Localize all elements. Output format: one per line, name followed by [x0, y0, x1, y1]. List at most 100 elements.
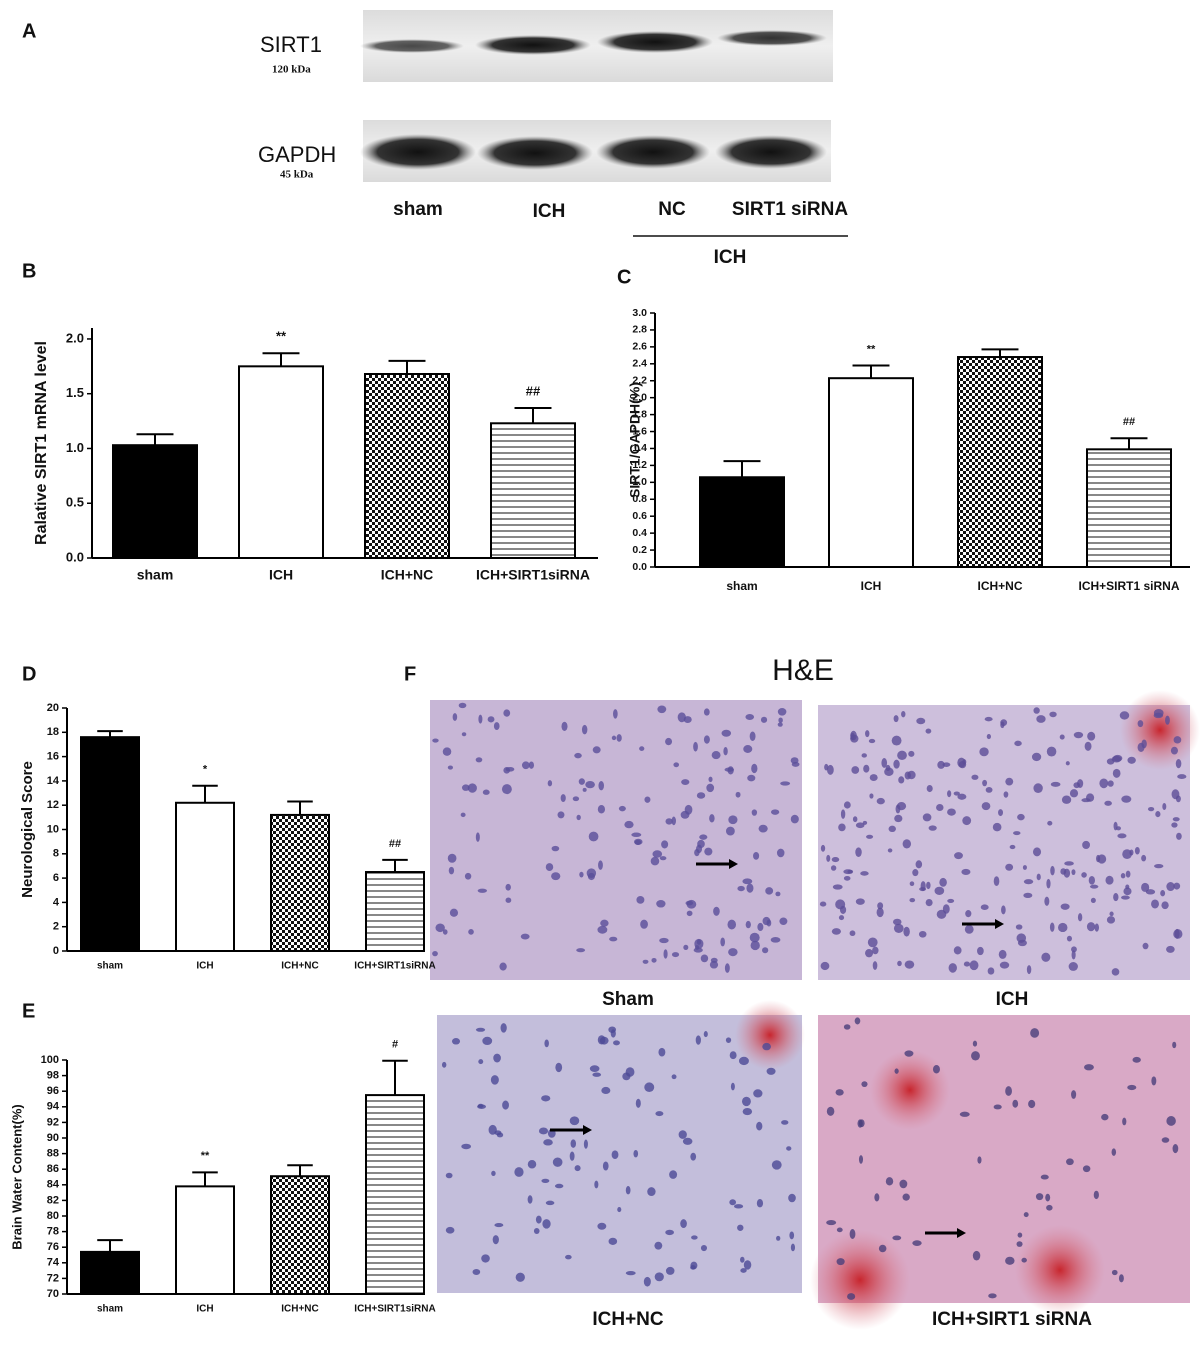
cell: [1160, 890, 1166, 897]
hemorrhage: [1015, 1225, 1105, 1315]
cell: [1077, 779, 1084, 788]
cell: [555, 1062, 563, 1073]
cell: [1064, 861, 1074, 866]
y-tick-label: 2.0: [632, 391, 647, 403]
cell: [925, 728, 932, 734]
cell: [703, 1031, 708, 1038]
cell: [700, 954, 709, 963]
cell: [671, 952, 680, 958]
y-tick-label: 86: [47, 1163, 59, 1175]
hemorrhage: [870, 1050, 950, 1130]
cell: [1077, 913, 1083, 922]
cell: [1040, 1174, 1049, 1180]
cell: [1058, 922, 1068, 933]
cell: [684, 804, 693, 815]
cell: [987, 967, 995, 975]
cell: [904, 1050, 914, 1057]
y-axis-label: SIRT1/GAPDH(%): [627, 382, 643, 498]
y-tick-label: 1.0: [632, 476, 647, 488]
cell: [1046, 1204, 1053, 1211]
bar: [175, 801, 235, 953]
cell: [601, 1086, 611, 1094]
cell: [724, 767, 734, 772]
y-tick-label: 80: [47, 1210, 59, 1222]
cell: [554, 1183, 564, 1189]
cell: [847, 869, 854, 874]
cell: [835, 1089, 844, 1096]
cell: [977, 946, 984, 956]
cell: [515, 1272, 525, 1282]
x-tick-label: ICH: [861, 579, 882, 593]
cell: [597, 925, 608, 934]
cell: [1111, 1269, 1118, 1276]
y-tick-label: 1.2: [632, 459, 647, 471]
cell: [858, 1155, 864, 1164]
cell: [918, 930, 927, 938]
cell: [863, 764, 870, 773]
annotation: *: [203, 764, 208, 776]
cell: [441, 1061, 447, 1068]
cell: [1005, 1256, 1015, 1265]
cell: [1113, 821, 1118, 831]
cell: [1023, 879, 1034, 885]
cell: [720, 937, 726, 947]
cell: [493, 1053, 501, 1063]
bar: [80, 1250, 140, 1296]
cell: [665, 1229, 674, 1236]
cell: [786, 1146, 792, 1151]
cell: [665, 737, 673, 746]
cell: [611, 1150, 619, 1160]
cell: [694, 938, 704, 949]
cell: [762, 916, 771, 926]
cell: [735, 791, 741, 798]
cell: [432, 738, 439, 743]
cell: [998, 809, 1003, 817]
cell: [734, 1204, 744, 1209]
cell: [904, 960, 915, 969]
cell: [820, 844, 826, 852]
cell: [490, 1075, 499, 1085]
cell: [790, 1243, 796, 1252]
cell: [1162, 803, 1167, 810]
image-label: ICH+NC: [592, 1309, 664, 1330]
cell: [582, 787, 587, 792]
cell: [1030, 1028, 1040, 1038]
cell: [1113, 893, 1119, 902]
bar: [1086, 448, 1172, 568]
bar: [270, 813, 330, 952]
y-tick-label: 4: [53, 896, 60, 908]
cell: [551, 845, 560, 852]
cell: [947, 898, 955, 903]
annotation: **: [276, 329, 287, 344]
cell: [1155, 811, 1161, 818]
cell: [737, 1224, 744, 1231]
cell: [1071, 950, 1076, 960]
cell: [600, 919, 609, 927]
cell: [868, 738, 876, 744]
cell: [1121, 895, 1130, 900]
cell: [639, 746, 645, 751]
cell: [986, 733, 992, 740]
cell: [904, 771, 911, 780]
cell: [743, 1260, 752, 1270]
cell: [881, 758, 888, 768]
annotation: ##: [526, 383, 541, 398]
cell: [1175, 758, 1182, 769]
cell: [971, 774, 979, 780]
cell: [609, 936, 618, 942]
cell: [1005, 1086, 1012, 1096]
cell: [740, 1268, 747, 1273]
cell: [445, 1226, 455, 1234]
cell: [1111, 755, 1122, 763]
cell: [984, 716, 993, 722]
cell: [877, 902, 884, 910]
cell: [872, 946, 879, 955]
y-tick-label: 88: [47, 1148, 59, 1160]
y-tick-label: 0: [53, 945, 59, 957]
cell: [610, 1029, 616, 1038]
cell: [852, 816, 858, 823]
bar: [365, 1094, 425, 1295]
cell: [867, 937, 878, 948]
cell: [1123, 887, 1132, 896]
cell: [964, 924, 974, 934]
